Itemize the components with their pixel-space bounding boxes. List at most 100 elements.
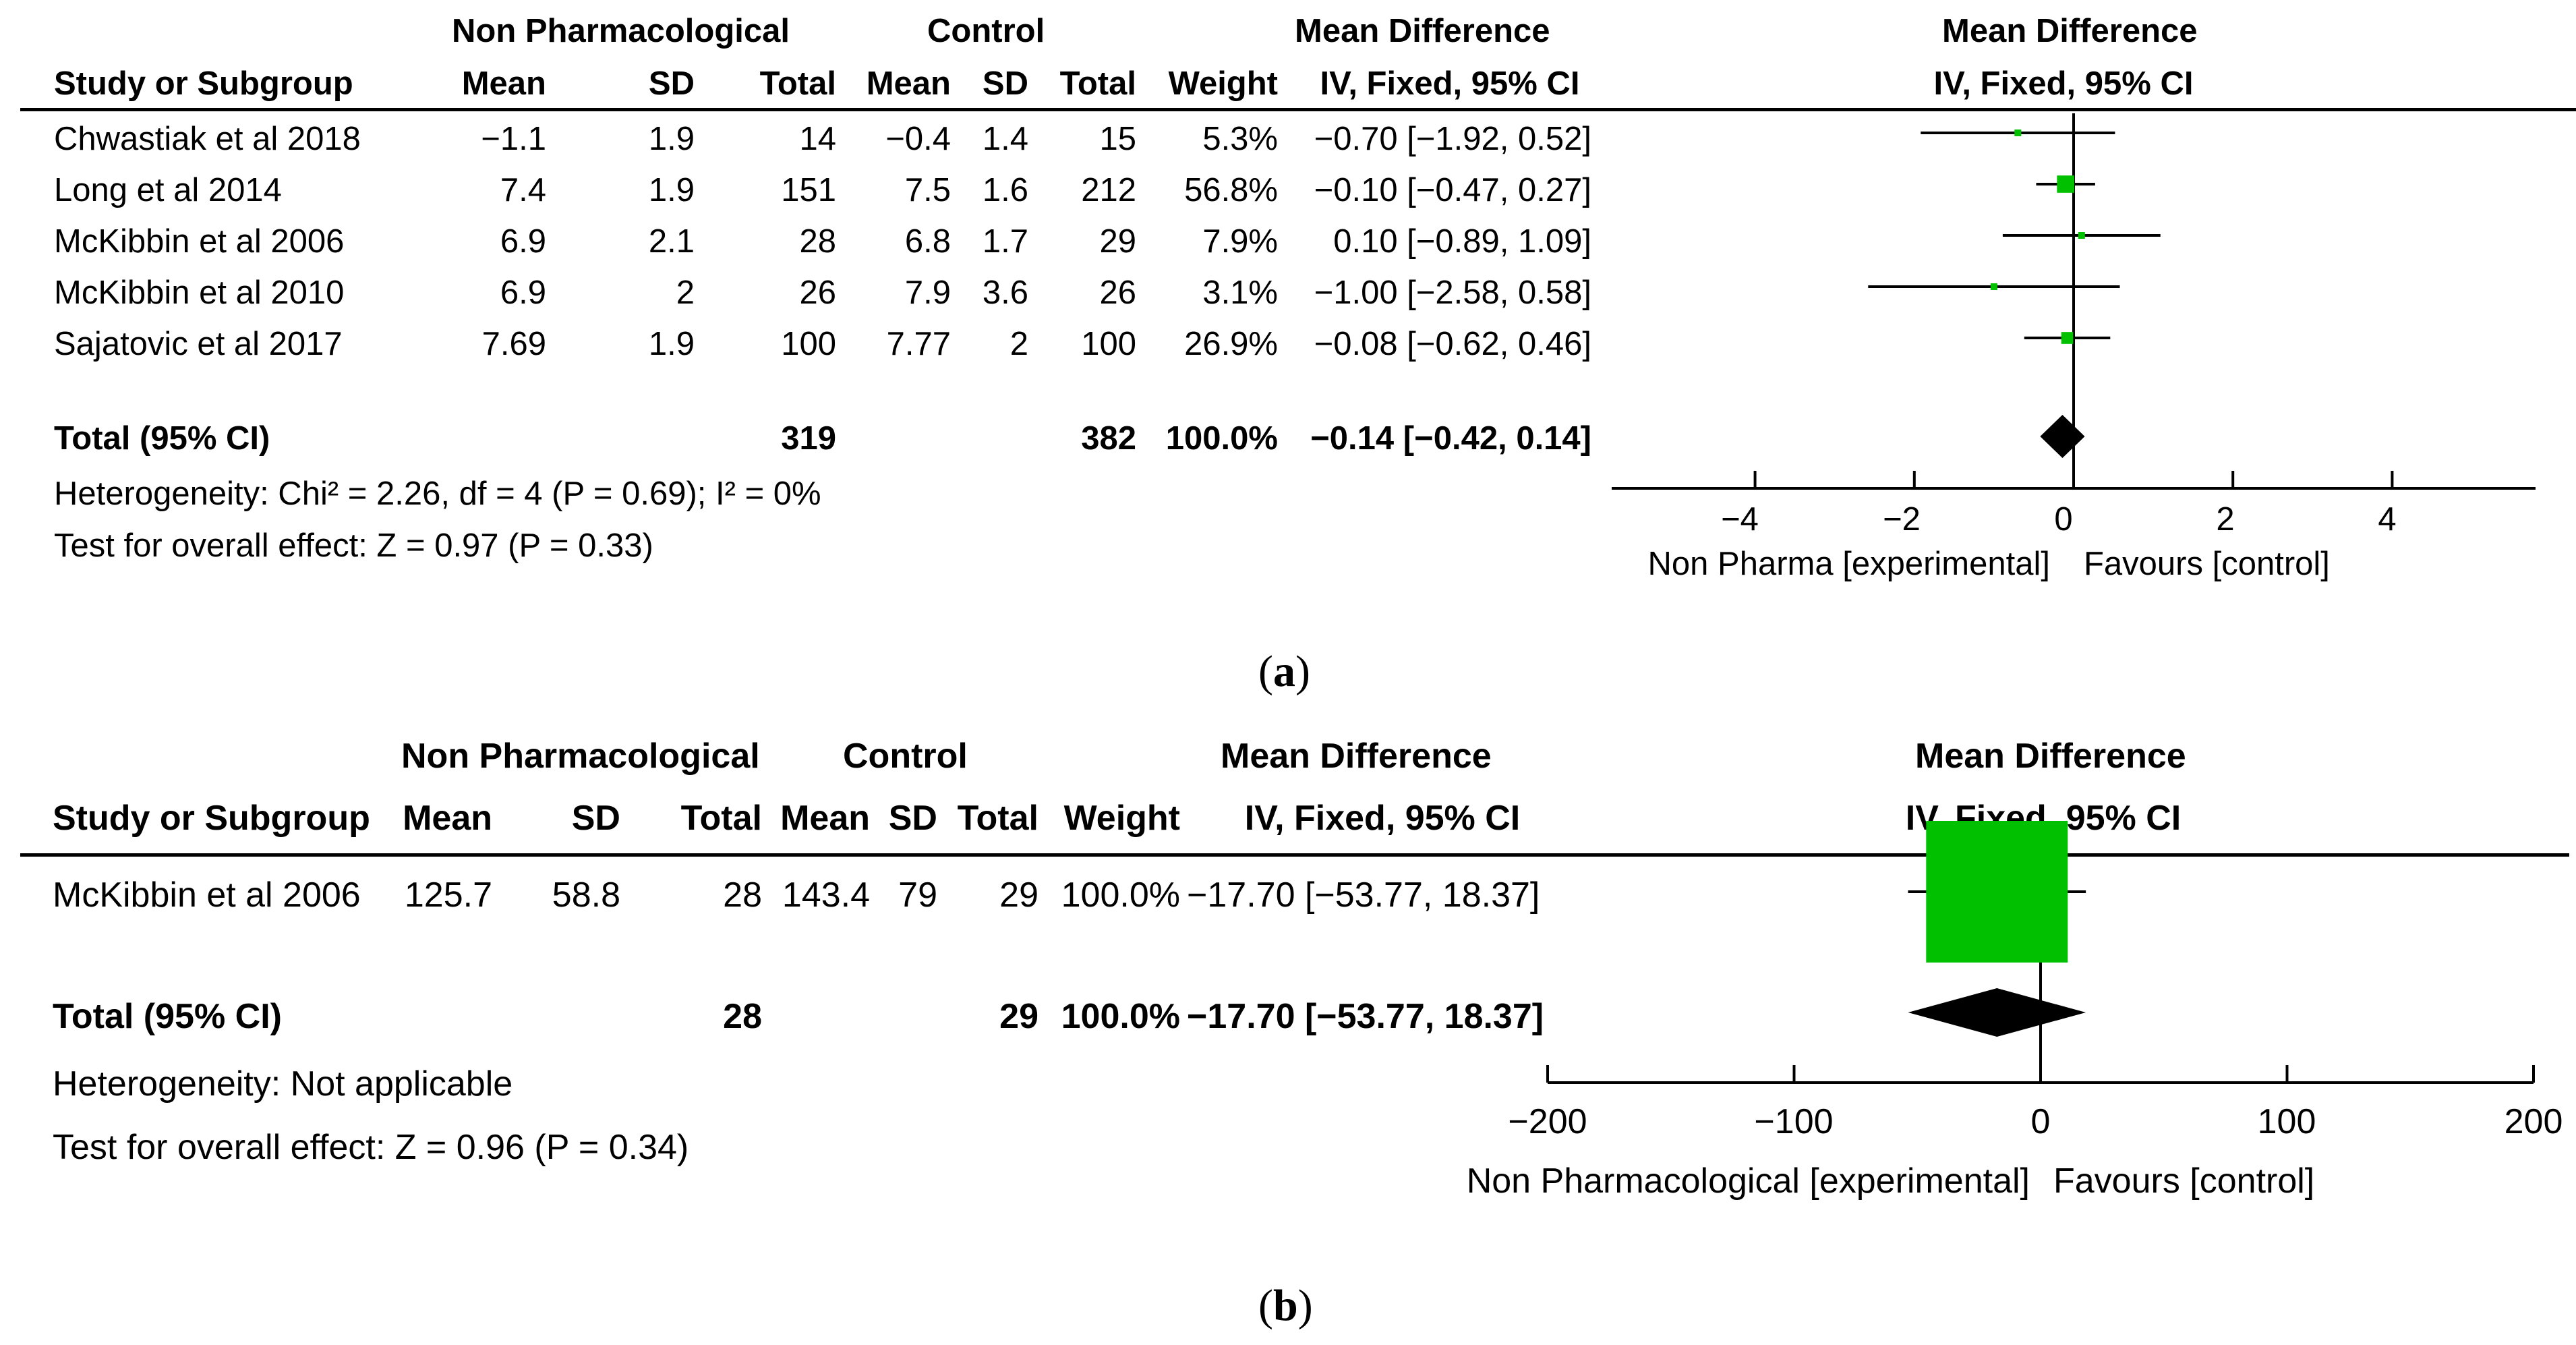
- study-marker: [1990, 283, 1997, 290]
- study-name: Sajatovic et al 2017: [54, 326, 343, 362]
- col-weight: Weight: [1168, 65, 1278, 102]
- ctrl-sd: 3.6: [982, 275, 1028, 311]
- col-exp-mean: Mean: [461, 65, 546, 102]
- ctrl-mean: 6.8: [904, 223, 951, 260]
- study-marker: [2057, 175, 2075, 193]
- tick-label: 4: [2378, 501, 2397, 538]
- header-rule: [20, 853, 2569, 857]
- tick-label: 100: [2257, 1102, 2316, 1141]
- ctrl-total: 26: [1099, 275, 1136, 311]
- total-weight: 100.0%: [1165, 420, 1278, 457]
- exp-sd: 2: [676, 275, 695, 311]
- plot-header: Mean Difference: [1942, 13, 2198, 49]
- ctrl-sd: 1.7: [982, 223, 1028, 260]
- tick-label: 200: [2504, 1102, 2563, 1141]
- weight: 7.9%: [1202, 223, 1278, 260]
- total-weight: 100.0%: [1061, 997, 1180, 1036]
- overall-effect-text: Test for overall effect: Z = 0.96 (P = 0…: [53, 1128, 689, 1167]
- study-name: McKibbin et al 2006: [53, 876, 361, 915]
- pooled-diamond: [1908, 988, 2086, 1037]
- md-ci: −0.70 [−1.92, 0.52]: [1314, 121, 1591, 157]
- heterogeneity-text: Heterogeneity: Not applicable: [53, 1064, 513, 1104]
- group-header-control: Control: [843, 737, 968, 776]
- total-md-ci: −17.70 [−53.77, 18.37]: [1187, 997, 1544, 1036]
- exp-total: 151: [781, 172, 836, 208]
- forest-plot-b: Non Pharmacological Control Mean Differe…: [0, 725, 2576, 1231]
- col-ctrl-sd: SD: [982, 65, 1028, 102]
- col-ctrl-sd: SD: [888, 799, 937, 838]
- ctrl-mean: 7.5: [904, 172, 951, 208]
- favours-experimental-label: Non Pharma [experimental]: [1647, 546, 2050, 582]
- col-md-sub: IV, Fixed, 95% CI: [1320, 65, 1580, 102]
- favours-control-label: Favours [control]: [2084, 546, 2330, 582]
- exp-sd: 2.1: [648, 223, 695, 260]
- heterogeneity-text: Heterogeneity: Chi² = 2.26, df = 4 (P = …: [54, 476, 821, 512]
- study-name: Chwastiak et al 2018: [54, 121, 361, 157]
- ctrl-mean: 7.9: [904, 275, 951, 311]
- col-exp-total: Total: [680, 799, 762, 838]
- study-name: McKibbin et al 2006: [54, 223, 345, 260]
- col-study: Study or Subgroup: [53, 799, 370, 838]
- col-ctrl-total: Total: [957, 799, 1038, 838]
- exp-total: 14: [799, 121, 836, 157]
- tick-label: −2: [1883, 501, 1921, 538]
- favours-experimental-label: Non Pharmacological [experimental]: [1466, 1162, 2030, 1201]
- md-column-header: Mean Difference: [1221, 737, 1492, 776]
- favours-control-label: Favours [control]: [2053, 1162, 2315, 1201]
- tick-label: 2: [2216, 501, 2235, 538]
- col-ctrl-mean: Mean: [866, 65, 951, 102]
- ctrl-total: 15: [1099, 121, 1136, 157]
- exp-mean: 125.7: [404, 876, 492, 915]
- ctrl-sd: 2: [1009, 326, 1028, 362]
- col-exp-mean: Mean: [403, 799, 492, 838]
- ctrl-total: 100: [1081, 326, 1136, 362]
- ctrl-mean: 143.4: [782, 876, 870, 915]
- exp-sd: 58.8: [552, 876, 620, 915]
- col-weight: Weight: [1063, 799, 1180, 838]
- exp-mean: 7.69: [481, 326, 546, 362]
- col-study: Study or Subgroup: [54, 65, 353, 102]
- exp-sd: 1.9: [648, 326, 695, 362]
- study-marker: [2078, 232, 2085, 239]
- exp-total: 28: [723, 876, 762, 915]
- col-exp-sd: SD: [648, 65, 695, 102]
- md-ci: −0.10 [−0.47, 0.27]: [1314, 172, 1591, 208]
- plot-subheader: IV, Fixed, 95% CI: [1933, 65, 2194, 102]
- exp-total: 28: [799, 223, 836, 260]
- ctrl-total: 29: [1099, 223, 1136, 260]
- ctrl-total: 212: [1081, 172, 1136, 208]
- pooled-diamond: [2040, 415, 2085, 458]
- total-label: Total (95% CI): [54, 420, 270, 457]
- ctrl-total: 29: [999, 876, 1038, 915]
- forest-plot-area-a: [1612, 113, 2536, 490]
- study-marker: [2014, 130, 2022, 136]
- tick-label: −200: [1508, 1102, 1587, 1141]
- study-name: Long et al 2014: [54, 172, 282, 208]
- exp-mean: 6.9: [500, 275, 546, 311]
- tick-label: −4: [1721, 501, 1759, 538]
- ctrl-sd: 1.6: [982, 172, 1028, 208]
- group-header-experimental: Non Pharmacological: [452, 13, 790, 49]
- tick-label: −100: [1754, 1102, 1834, 1141]
- overall-effect-text: Test for overall effect: Z = 0.97 (P = 0…: [54, 527, 653, 564]
- header-rule: [20, 108, 2576, 111]
- exp-sd: 1.9: [648, 172, 695, 208]
- col-exp-sd: SD: [571, 799, 620, 838]
- total-label: Total (95% CI): [53, 997, 282, 1036]
- tick-label: 0: [2030, 1102, 2051, 1141]
- md-ci: 0.10 [−0.89, 1.09]: [1333, 223, 1591, 260]
- caption-a: (a): [1258, 647, 1310, 696]
- forest-plot-area-b: [1546, 821, 2535, 1084]
- study-marker: [2061, 332, 2074, 344]
- total-exp: 319: [781, 420, 836, 457]
- md-ci: −17.70 [−53.77, 18.37]: [1187, 876, 1540, 915]
- md-ci: −1.00 [−2.58, 0.58]: [1314, 275, 1591, 311]
- weight: 5.3%: [1202, 121, 1278, 157]
- study-name: McKibbin et al 2010: [54, 275, 345, 311]
- exp-total: 100: [781, 326, 836, 362]
- forest-plot-a: Non Pharmacological Control Mean Differe…: [0, 0, 2576, 607]
- exp-total: 26: [799, 275, 836, 311]
- col-md-sub: IV, Fixed, 95% CI: [1244, 799, 1521, 838]
- weight: 56.8%: [1184, 172, 1278, 208]
- col-ctrl-mean: Mean: [780, 799, 870, 838]
